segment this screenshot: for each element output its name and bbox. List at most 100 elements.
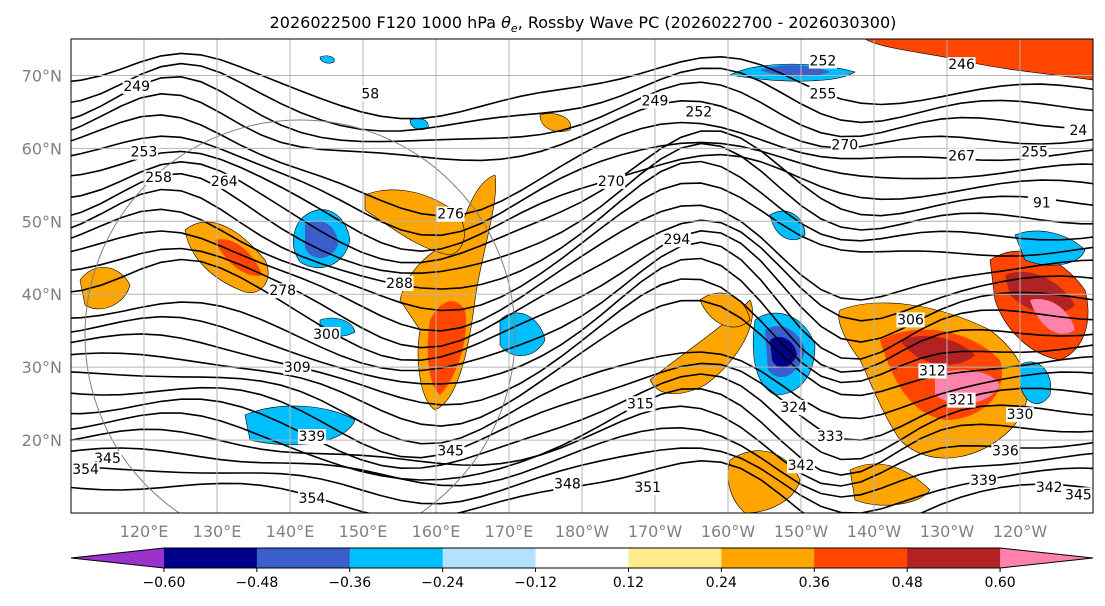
contour-label: 330 [1007,407,1034,423]
contour-label: 336 [992,444,1019,460]
colorbar-swatch [163,548,258,568]
contour-label-background [385,275,414,291]
negative-anomaly-region [319,55,335,64]
theta-e-contour-line [71,150,1093,253]
longitude-label: 120°E [120,522,169,541]
contour-label: 278 [269,283,296,299]
latitude-label: 60°N [22,139,62,158]
contour-label: 348 [554,476,581,492]
theta-e-contour-line [71,351,1093,445]
contour-label: 24 [1069,123,1087,139]
theta-e-contour-line [71,142,1093,275]
contour-label-background [297,491,326,507]
contour-label: 339 [970,473,997,489]
theta-e-contour-line [71,387,1093,481]
contour-label: 315 [627,396,654,412]
longitude-label: 160°W [701,522,756,541]
contour-label-background [210,173,239,189]
theta-e-contour-line [71,114,1093,217]
theta-e-contour-line [71,204,1093,332]
contour-label-background [1027,195,1056,211]
contour-label-background [684,104,713,120]
contour-label-background [662,232,691,248]
contour-label: 345 [1065,487,1092,503]
contour-label: 351 [634,480,661,496]
colorbar-tick-label: −0.60 [142,575,185,591]
colorbar-swatch [442,548,537,568]
longitude-label: 140°E [266,522,315,541]
theta-e-contour-line [71,257,1093,385]
contour-label-background [122,79,151,95]
longitude-label: 160°E [412,522,461,541]
contour-label: 270 [831,137,858,153]
contour-label: 288 [386,276,413,292]
contour-label: 324 [780,400,807,416]
contour-label: 276 [437,207,464,223]
theta-e-contour-line [71,92,1093,162]
positive-anomaly-core [427,301,466,395]
theta-e-contour-line [71,182,1093,312]
negative-anomaly-region [244,405,356,446]
contour-label: 354 [72,462,99,478]
contour-label-background [312,326,341,342]
longitude-label: 180°W [555,522,610,541]
theta-e-contour-line [71,75,1093,143]
colorbar-tick-label: 0.48 [892,575,923,591]
colorbar-swatch [907,548,1001,568]
theta-e-contour-line [71,160,1093,290]
latitude-label: 50°N [22,212,62,231]
longitude-label: 150°E [339,522,388,541]
contour-labels: 249 58 249 252 252 255 246 24 253 258 264 270 270 267… [71,53,1093,507]
contour-label: 306 [897,312,924,328]
contour-label: 309 [284,360,311,376]
longitude-labels: 120°E 130°E 140°E 150°E 160°E 170°E 180°W 170°W… [120,522,1048,541]
colorbar-swatch [349,548,444,568]
contour-label: 246 [948,57,975,73]
longitude-label: 120°W [993,522,1048,541]
contour-label: 255 [810,86,837,102]
negative-anomaly-region [1019,361,1052,404]
contour-label-background [1006,407,1034,423]
contour-label: 58 [361,86,379,102]
contour-label: 300 [313,327,340,343]
contour-label: 270 [598,174,625,190]
theta-e-contour-line [71,373,1093,470]
contour-label: 294 [664,232,691,248]
contour-label: 342 [788,458,815,474]
colorbar-swatch [256,548,351,568]
contour-label: 91 [1033,196,1051,212]
contour-label-background [626,396,655,412]
longitude-label: 140°W [847,522,902,541]
contour-label: 252 [810,54,837,70]
contour-label-background [93,450,122,466]
contour-label-background [1064,122,1093,138]
contour-label-background [553,476,582,492]
contour-label-background [947,57,976,73]
contour-label: 258 [145,170,172,186]
contour-label: 264 [211,174,238,190]
contour-label-background [896,312,925,328]
theta-e-contours [71,52,1093,513]
rossby-wave-region-outline [84,119,516,513]
contour-label-background [787,458,815,474]
theta-e-contour-line [71,447,1093,513]
contour-label-background [436,206,465,222]
contour-label-background [830,137,859,153]
contour-label-background [268,283,297,299]
contour-label-background [144,170,173,186]
contour-label: 249 [642,94,669,110]
colorbar-swatch [814,548,908,568]
contour-label: 312 [919,363,946,379]
contour-label: 339 [299,429,326,445]
contour-label-background [808,53,837,69]
longitude-label: 130°E [193,522,242,541]
contour-label: 252 [685,105,712,121]
colorbar-tick-label: 0.12 [613,575,644,591]
colorbar-swatch [721,548,815,568]
contour-label-background [991,443,1020,459]
longitude-label: 170°W [628,522,683,541]
contour-label: 321 [948,393,975,409]
contour-label-background [816,429,845,445]
contour-label-background [947,148,976,164]
